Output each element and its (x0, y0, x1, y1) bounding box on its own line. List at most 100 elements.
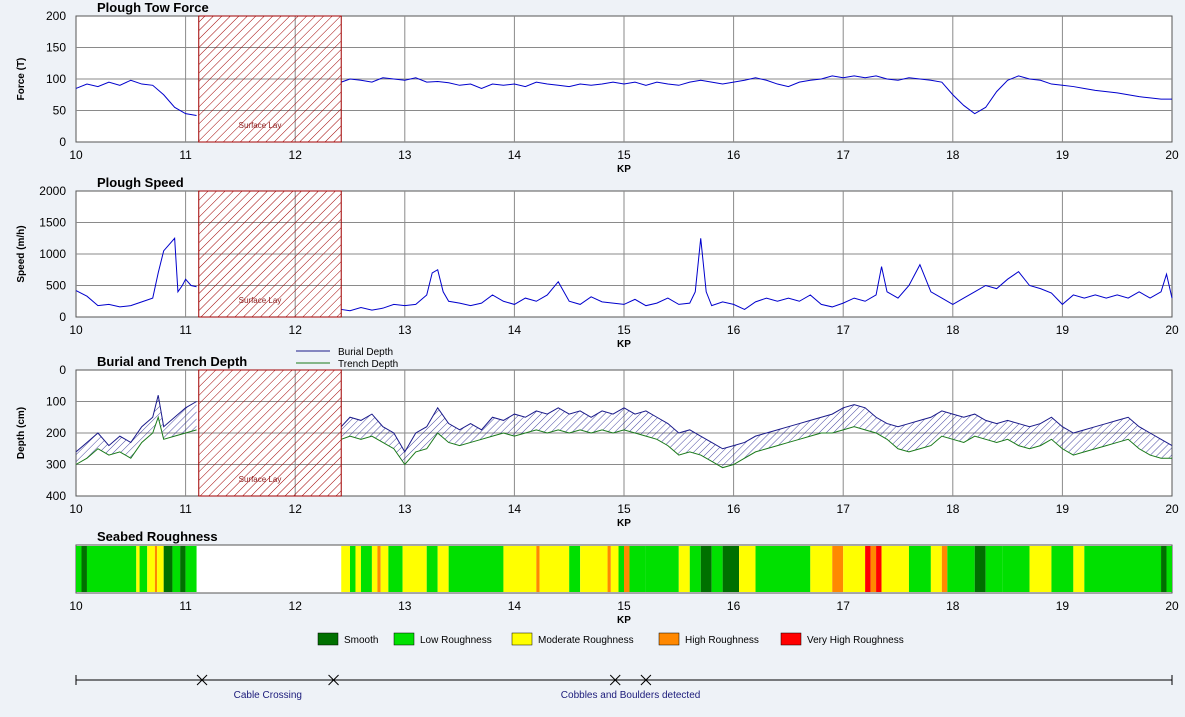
roughness-segment (350, 546, 356, 592)
rough-title: Seabed Roughness (97, 529, 218, 544)
surface-lay-region (198, 15, 342, 143)
roughness-segment (870, 546, 877, 592)
depth-xtick: 18 (946, 502, 960, 516)
roughness-segment (380, 546, 389, 592)
speed-xtick: 10 (69, 323, 83, 337)
roughness-segment (1084, 546, 1162, 592)
speed-ylabel: Speed (m/h) (16, 225, 27, 282)
roughness-segment (985, 546, 1003, 592)
speed-xtick: 14 (508, 323, 522, 337)
roughness-segment (678, 546, 690, 592)
roughness-legend-label: Very High Roughness (807, 635, 904, 646)
speed-xtick: 12 (289, 323, 303, 337)
roughness-legend-swatch (317, 632, 339, 646)
depth-xtick: 11 (179, 502, 192, 516)
depth-xtick: 12 (289, 502, 303, 516)
rough-xtick: 20 (1165, 599, 1179, 613)
roughness-segment (157, 546, 164, 592)
roughness-segment (426, 546, 438, 592)
tow-xtick: 20 (1165, 148, 1179, 162)
depth-ytick: 300 (46, 458, 66, 472)
speed-xtick: 16 (727, 323, 741, 337)
roughness-segment (908, 546, 931, 592)
roughness-segment (580, 546, 608, 592)
roughness-segment (402, 546, 427, 592)
roughness-segment (341, 546, 350, 592)
roughness-segment (865, 546, 871, 592)
tow-ytick: 200 (46, 9, 66, 23)
roughness-legend-label: Smooth (344, 635, 378, 646)
roughness-segment (377, 546, 381, 592)
speed-xtick: 11 (179, 323, 192, 337)
event-label: Cobbles and Boulders detected (561, 690, 701, 701)
event-marker (196, 674, 208, 686)
surface-lay-label: Surface Lay (239, 296, 282, 305)
depth-legend-label: Burial Depth (338, 347, 393, 358)
depth-xlabel: KP (617, 518, 631, 529)
roughness-segment (624, 546, 630, 592)
rough-xtick: 10 (69, 599, 83, 613)
roughness-segment (700, 546, 712, 592)
speed-title: Plough Speed (97, 175, 184, 190)
roughness-segment (1166, 546, 1172, 592)
surface-lay-label: Surface Lay (239, 121, 282, 130)
depth-series-0 (75, 395, 197, 453)
tow-xtick: 19 (1056, 148, 1070, 162)
tow-xtick: 13 (398, 148, 412, 162)
tow-ylabel: Force (T) (16, 58, 27, 101)
tow-xtick: 11 (179, 148, 192, 162)
rough-xtick: 17 (837, 599, 851, 613)
surface-lay-region (198, 369, 342, 497)
roughness-segment (569, 546, 581, 592)
depth-ylabel: Depth (cm) (16, 407, 27, 459)
roughness-legend-swatch (511, 632, 533, 646)
roughness-legend-swatch (780, 632, 802, 646)
roughness-legend-label: High Roughness (685, 635, 759, 646)
surface-lay-region (198, 190, 342, 318)
roughness-segment (163, 546, 173, 592)
rough-xtick: 16 (727, 599, 741, 613)
depth-ytick: 400 (46, 489, 66, 503)
depth-fill (76, 395, 197, 465)
tow-xtick: 18 (946, 148, 960, 162)
roughness-segment (755, 546, 811, 592)
roughness-segment (388, 546, 403, 592)
surface-lay-label: Surface Lay (239, 475, 282, 484)
speed-panel: 0 500 1000 1500 2000 Speed (m/h) 10 11 12 13 14 15 1… (16, 175, 1179, 350)
rough-xtick: 18 (946, 599, 960, 613)
roughness-segment (876, 546, 882, 592)
speed-ytick: 0 (59, 310, 66, 324)
roughness-legend-label: Moderate Roughness (538, 635, 634, 646)
tow-ytick: 0 (59, 135, 66, 149)
rough-xtick: 14 (508, 599, 522, 613)
roughness-segment (629, 546, 646, 592)
depth-ytick: 100 (46, 395, 66, 409)
roughness-segment (739, 546, 756, 592)
roughness-segment (1073, 546, 1085, 592)
roughness-segment (536, 546, 540, 592)
roughness-segment (172, 546, 181, 592)
roughness-segment (539, 546, 570, 592)
rough-panel: 10 11 12 13 14 15 16 17 18 19 20 KP Seabed Roughness… (69, 529, 1179, 646)
rough-xtick: 11 (179, 599, 192, 613)
tow-xtick: 10 (69, 148, 83, 162)
roughness-segment (711, 546, 723, 592)
tow-series-line (75, 75, 1172, 117)
depth-ytick: 200 (46, 426, 66, 440)
roughness-segment (371, 546, 378, 592)
roughness-segment (76, 546, 82, 592)
depth-xtick: 16 (727, 502, 741, 516)
depth-xtick: 20 (1165, 502, 1179, 516)
roughness-segment (360, 546, 372, 592)
roughness-segment (930, 546, 942, 592)
tow-xtick: 15 (617, 148, 631, 162)
roughness-segment (645, 546, 679, 592)
depth-xtick: 19 (1056, 502, 1070, 516)
depth-title: Burial and Trench Depth (97, 354, 247, 369)
roughness-segment (448, 546, 504, 592)
tow-panel: 0 50 100 150 200 Force (T) 10 11 12 13 14 15 16 17 18 1… (16, 0, 1179, 175)
tow-title: Plough Tow Force (97, 0, 209, 15)
speed-xtick: 19 (1056, 323, 1070, 337)
tow-ytick: 150 (46, 41, 66, 55)
roughness-segment (1161, 546, 1167, 592)
